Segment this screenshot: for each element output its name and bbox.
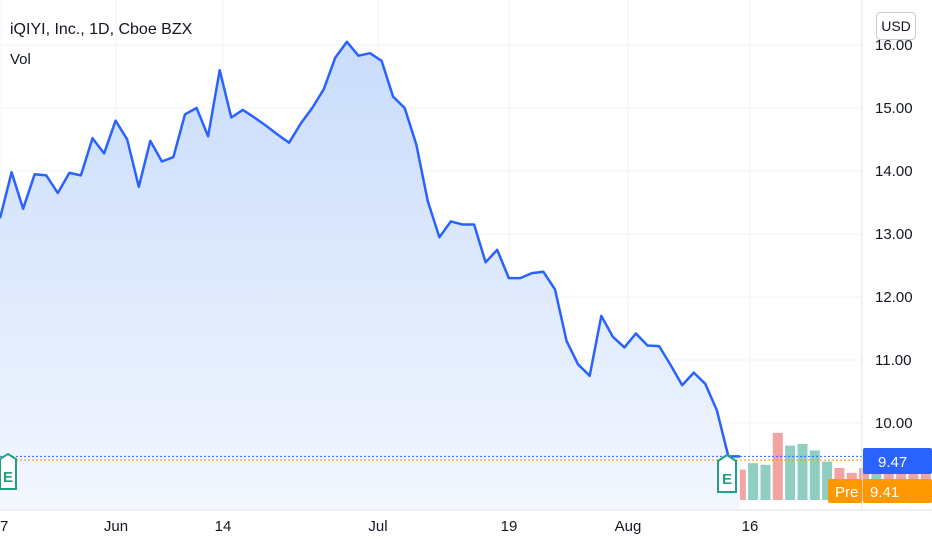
price-axis[interactable]: 16.00 15.00 14.00 13.00 12.00 11.00 10.00 — [875, 37, 913, 432]
currency-button[interactable]: USD — [876, 12, 916, 40]
time-axis[interactable]: 7 Jun 14 Jul 19 Aug 16 — [0, 518, 758, 535]
earnings-marker-left[interactable]: E — [0, 452, 17, 490]
last-price-value: 9.47 — [878, 454, 907, 471]
earnings-label: E — [722, 471, 732, 488]
volume-bar — [772, 432, 783, 500]
pre-market-value: 9.41 — [870, 484, 899, 501]
volume-bar — [809, 450, 820, 500]
price-area-fill — [0, 41, 740, 511]
volume-bar — [797, 444, 808, 500]
last-price-tag: 9.47 — [863, 448, 932, 474]
time-tick-label: 19 — [501, 518, 518, 535]
time-tick-label: Jun — [104, 518, 128, 535]
pre-market-label: Pre — [835, 484, 858, 501]
time-tick-label: 14 — [215, 518, 232, 535]
volume-bar — [735, 469, 746, 500]
price-tick-label: 10.00 — [875, 415, 913, 432]
earnings-marker-right[interactable]: E — [717, 453, 737, 493]
price-tick-label: 16.00 — [875, 37, 913, 54]
time-tick-label: 16 — [742, 518, 759, 535]
price-tick-label: 13.00 — [875, 226, 913, 243]
chart-title: iQIYI, Inc., 1D, Cboe BZX — [10, 21, 193, 38]
volume-bar — [785, 445, 796, 500]
price-tick-label: 11.00 — [875, 352, 911, 369]
volume-bar — [748, 463, 759, 500]
volume-bar — [760, 464, 771, 500]
time-tick-label: Aug — [615, 518, 642, 535]
pre-market-tag: Pre 9.41 — [828, 479, 932, 503]
price-tick-label: 15.00 — [875, 100, 913, 117]
time-tick-label: Jul — [368, 518, 387, 535]
price-tick-label: 12.00 — [875, 289, 913, 306]
volume-bar — [822, 461, 833, 500]
price-tick-label: 14.00 — [875, 163, 913, 180]
price-series-line — [0, 40, 740, 458]
time-tick-label: 7 — [0, 518, 8, 535]
earnings-label: E — [3, 469, 13, 486]
volume-indicator-label[interactable]: Vol — [10, 51, 31, 68]
